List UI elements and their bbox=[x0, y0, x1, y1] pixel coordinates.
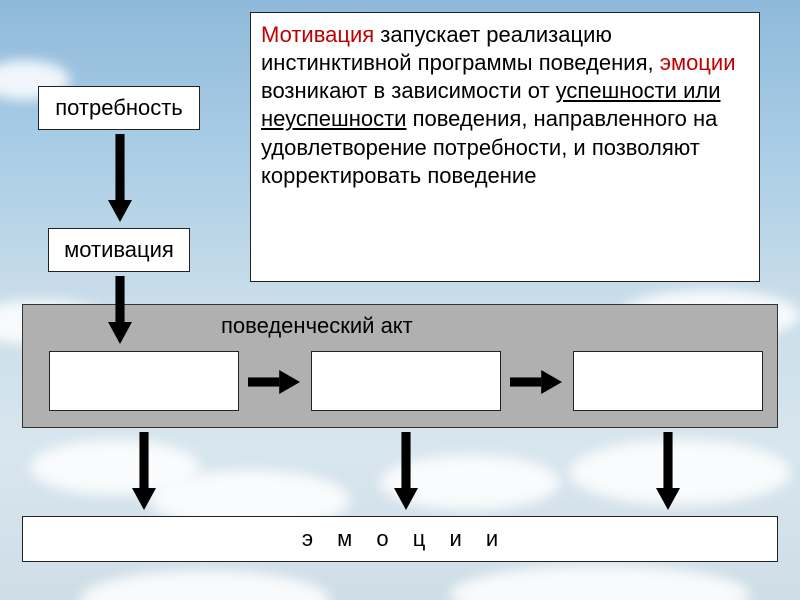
description-panel: Мотивация запускает реализацию инстинкти… bbox=[250, 12, 760, 282]
node-need-label: потребность bbox=[55, 95, 183, 121]
behavioral-act-band: поведенческий акт bbox=[22, 304, 778, 428]
arrow-right-icon bbox=[248, 370, 300, 394]
arrow-down-icon bbox=[132, 432, 156, 510]
node-need: потребность bbox=[38, 86, 200, 130]
node-motivation-label: мотивация bbox=[64, 237, 174, 263]
inner-box-1 bbox=[49, 351, 239, 411]
node-motivation: мотивация bbox=[48, 228, 190, 272]
arrow-right-icon bbox=[510, 370, 562, 394]
inner-box-2 bbox=[311, 351, 501, 411]
inner-box-3 bbox=[573, 351, 763, 411]
diagram-canvas: потребность мотивация Мотивация запускае… bbox=[0, 0, 800, 600]
arrow-down-icon bbox=[108, 134, 132, 222]
behavioral-act-label: поведенческий акт bbox=[221, 313, 413, 339]
arrow-down-icon bbox=[656, 432, 680, 510]
emotions-bar: э м о ц и и bbox=[22, 516, 778, 562]
desc-word-emotions: эмоции bbox=[660, 50, 736, 75]
emotions-letters: э м о ц и и bbox=[302, 526, 498, 552]
cloud-shape bbox=[570, 440, 790, 505]
arrow-down-icon bbox=[394, 432, 418, 510]
desc-word-motivation: Мотивация bbox=[261, 22, 374, 47]
desc-text: возникают в зависимости от bbox=[261, 78, 556, 103]
arrow-down-icon bbox=[108, 276, 132, 344]
